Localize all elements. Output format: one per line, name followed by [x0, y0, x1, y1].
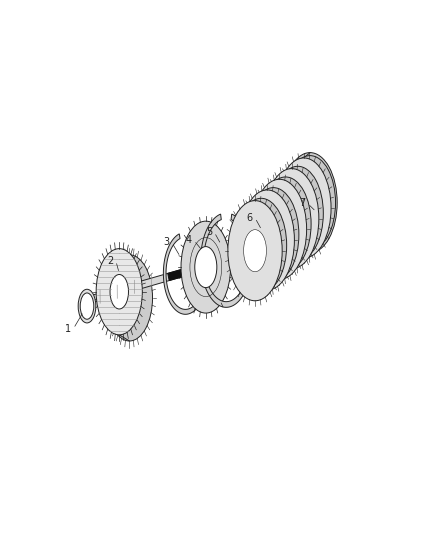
- Ellipse shape: [240, 190, 294, 290]
- Ellipse shape: [236, 198, 286, 293]
- Ellipse shape: [256, 219, 279, 261]
- Ellipse shape: [181, 221, 230, 313]
- Ellipse shape: [250, 224, 272, 266]
- Ellipse shape: [272, 166, 323, 261]
- Ellipse shape: [277, 158, 331, 258]
- Ellipse shape: [96, 248, 142, 335]
- Text: 1: 1: [65, 324, 71, 334]
- Ellipse shape: [80, 293, 94, 319]
- Ellipse shape: [285, 156, 336, 250]
- Ellipse shape: [283, 152, 337, 253]
- Ellipse shape: [268, 208, 291, 251]
- Text: 2: 2: [108, 256, 114, 266]
- Ellipse shape: [228, 200, 282, 301]
- Text: 7: 7: [300, 198, 306, 208]
- Text: 3: 3: [164, 238, 170, 247]
- Ellipse shape: [252, 179, 307, 279]
- Ellipse shape: [244, 230, 266, 272]
- Polygon shape: [163, 234, 208, 314]
- Polygon shape: [168, 268, 190, 280]
- Text: 4: 4: [186, 236, 192, 245]
- Ellipse shape: [110, 274, 128, 309]
- Ellipse shape: [299, 182, 321, 224]
- Polygon shape: [201, 214, 251, 308]
- Ellipse shape: [293, 187, 315, 229]
- Ellipse shape: [260, 177, 311, 271]
- Ellipse shape: [106, 255, 152, 341]
- Ellipse shape: [78, 289, 96, 323]
- Text: 5: 5: [206, 227, 212, 237]
- Ellipse shape: [195, 247, 217, 288]
- Ellipse shape: [274, 203, 297, 245]
- Ellipse shape: [286, 192, 309, 235]
- Polygon shape: [88, 255, 232, 303]
- Ellipse shape: [262, 214, 285, 256]
- Ellipse shape: [248, 188, 299, 282]
- Text: 6: 6: [247, 213, 253, 223]
- Ellipse shape: [265, 168, 319, 269]
- Ellipse shape: [280, 198, 303, 240]
